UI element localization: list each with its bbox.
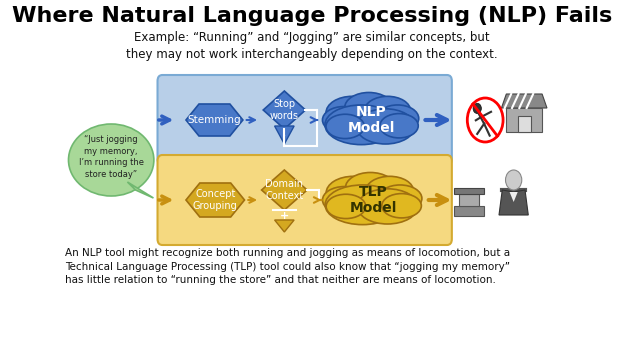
- Ellipse shape: [376, 105, 419, 132]
- Polygon shape: [263, 91, 306, 129]
- Text: Where Natural Language Processing (NLP) Fails: Where Natural Language Processing (NLP) …: [12, 6, 612, 26]
- Ellipse shape: [326, 176, 380, 210]
- Ellipse shape: [382, 194, 421, 218]
- Ellipse shape: [323, 187, 366, 213]
- Ellipse shape: [326, 194, 366, 219]
- Ellipse shape: [325, 105, 397, 145]
- FancyBboxPatch shape: [459, 194, 479, 206]
- Text: Stemming: Stemming: [188, 115, 241, 125]
- Circle shape: [473, 103, 481, 113]
- Polygon shape: [510, 192, 518, 202]
- Polygon shape: [502, 94, 547, 108]
- Ellipse shape: [356, 109, 415, 144]
- Polygon shape: [127, 182, 154, 198]
- Text: Example: “Running” and “Jogging” are similar concepts, but
they may not work int: Example: “Running” and “Jogging” are sim…: [126, 31, 498, 61]
- Ellipse shape: [378, 185, 422, 212]
- Ellipse shape: [326, 114, 364, 139]
- Ellipse shape: [380, 114, 418, 138]
- Ellipse shape: [69, 124, 154, 196]
- Circle shape: [505, 170, 522, 190]
- FancyBboxPatch shape: [506, 108, 542, 132]
- Polygon shape: [186, 104, 243, 136]
- Ellipse shape: [325, 185, 400, 225]
- Ellipse shape: [358, 189, 417, 224]
- Text: An NLP tool might recognize both running and jogging as means of locomotion, but: An NLP tool might recognize both running…: [65, 248, 510, 285]
- Text: +: +: [280, 211, 289, 221]
- Polygon shape: [186, 183, 245, 217]
- Polygon shape: [261, 170, 307, 210]
- Ellipse shape: [346, 172, 396, 203]
- Ellipse shape: [364, 96, 411, 126]
- Text: -: -: [283, 132, 286, 138]
- FancyBboxPatch shape: [518, 116, 531, 132]
- FancyBboxPatch shape: [157, 75, 452, 165]
- Text: “Just jogging
my memory,
I’m running the
store today”: “Just jogging my memory, I’m running the…: [79, 135, 144, 179]
- Polygon shape: [275, 126, 294, 144]
- Polygon shape: [275, 220, 294, 232]
- Text: Domain
Context: Domain Context: [265, 179, 303, 201]
- Text: Stop
words: Stop words: [270, 99, 299, 121]
- FancyBboxPatch shape: [157, 155, 452, 245]
- Text: NLP
Model: NLP Model: [348, 105, 395, 135]
- Ellipse shape: [366, 176, 414, 206]
- Ellipse shape: [344, 92, 393, 123]
- Text: Concept
Grouping: Concept Grouping: [193, 189, 238, 211]
- Text: TLP
Model: TLP Model: [349, 185, 397, 215]
- Ellipse shape: [326, 96, 378, 130]
- Polygon shape: [499, 190, 529, 215]
- FancyBboxPatch shape: [454, 206, 484, 216]
- FancyBboxPatch shape: [454, 188, 484, 194]
- Ellipse shape: [323, 107, 365, 133]
